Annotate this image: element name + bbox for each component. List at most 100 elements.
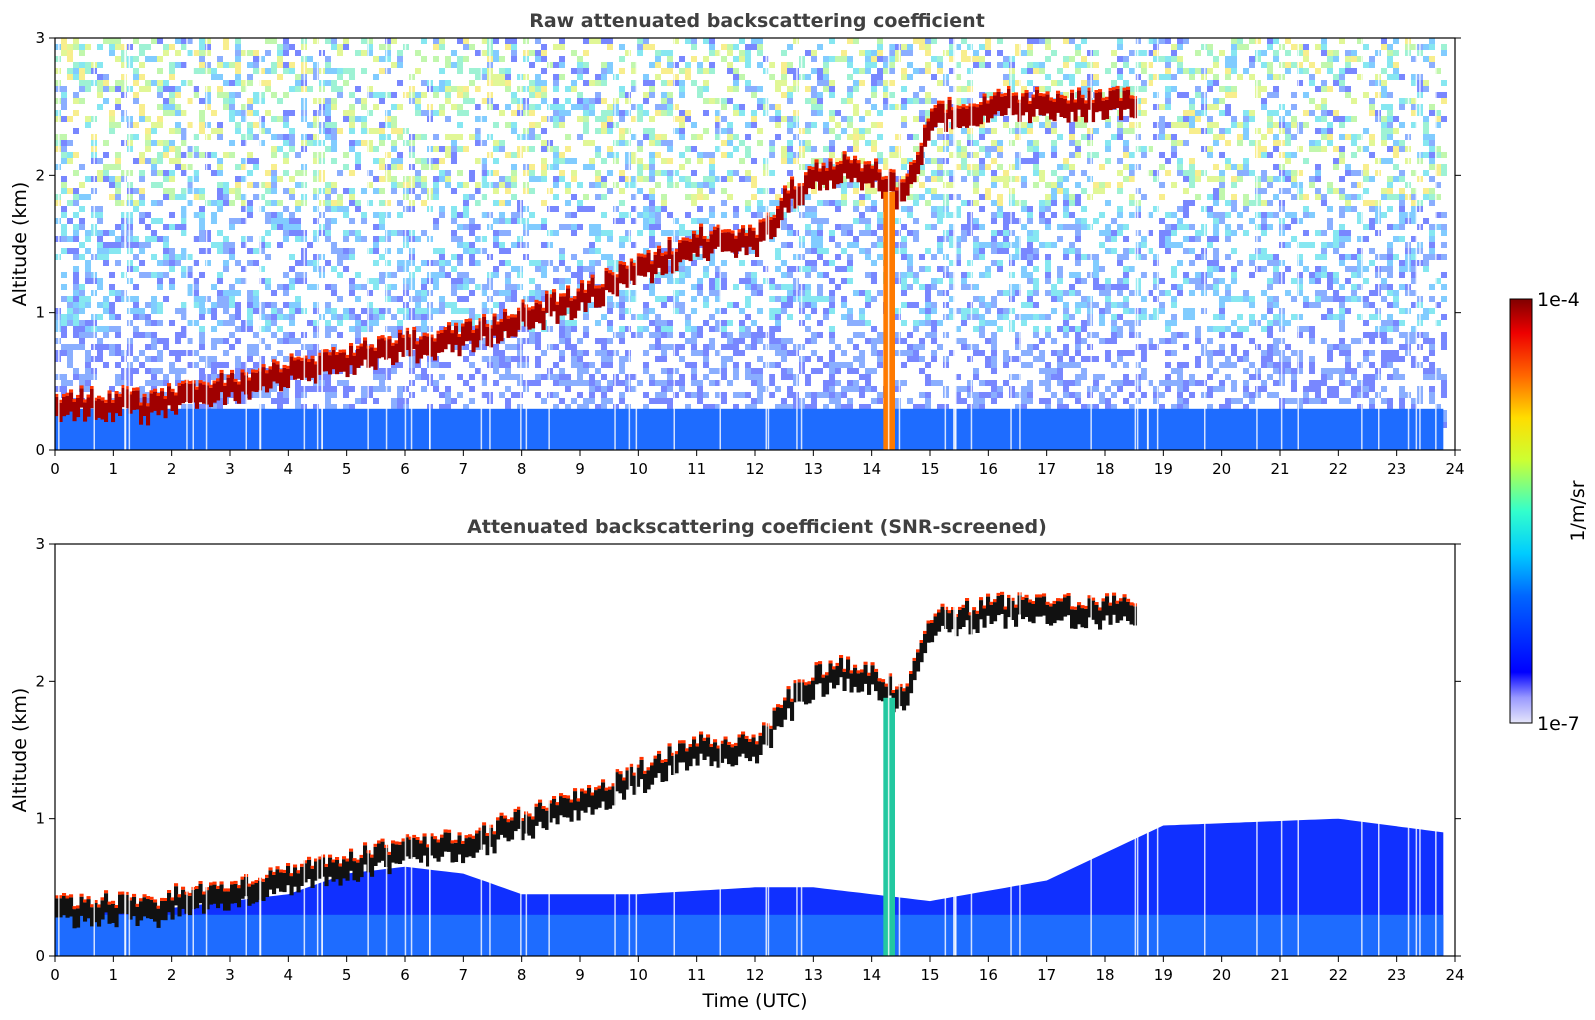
noise-cell: [505, 80, 511, 86]
noise-cell: [643, 92, 649, 98]
noise-cell: [793, 68, 799, 74]
noise-cell: [499, 68, 505, 74]
noise-cell: [481, 182, 487, 188]
noise-cell: [1015, 356, 1021, 362]
noise-cell: [871, 386, 877, 392]
noise-cell: [61, 188, 67, 194]
noise-cell: [187, 80, 193, 86]
noise-cell: [361, 398, 367, 404]
noise-cell: [925, 44, 931, 50]
noise-cell: [157, 56, 163, 62]
noise-cell: [457, 254, 463, 260]
noise-cell: [259, 338, 265, 344]
noise-cell: [601, 362, 607, 368]
noise-cell: [121, 74, 127, 80]
noise-cell: [163, 176, 169, 182]
noise-cell: [973, 248, 979, 254]
noise-cell: [241, 50, 247, 56]
noise-cell: [709, 206, 715, 212]
noise-cell: [277, 146, 283, 152]
noise-cell: [133, 266, 139, 272]
noise-cell: [931, 158, 937, 164]
noise-cell: [373, 212, 379, 218]
noise-cell: [733, 212, 739, 218]
noise-cell: [157, 104, 163, 110]
noise-cell: [811, 218, 817, 224]
noise-cell: [931, 56, 937, 62]
noise-cell: [385, 50, 391, 56]
noise-cell: [655, 110, 661, 116]
noise-cell: [193, 296, 199, 302]
noise-cell: [817, 68, 823, 74]
noise-cell: [151, 332, 157, 338]
noise-cell: [739, 50, 745, 56]
noise-cell: [589, 80, 595, 86]
noise-cell: [547, 62, 553, 68]
noise-cell: [859, 314, 865, 320]
noise-cell: [295, 182, 301, 188]
noise-cell: [175, 128, 181, 134]
noise-cell: [1027, 350, 1033, 356]
noise-cell: [511, 356, 517, 362]
noise-cell: [979, 128, 985, 134]
noise-cell: [253, 98, 259, 104]
noise-cell: [991, 248, 997, 254]
noise-cell: [199, 404, 205, 410]
noise-cell: [991, 146, 997, 152]
noise-cell: [985, 188, 991, 194]
noise-cell: [109, 128, 115, 134]
noise-cell: [787, 140, 793, 146]
noise-cell: [547, 104, 553, 110]
noise-cell: [187, 176, 193, 182]
noise-cell: [865, 188, 871, 194]
noise-cell: [541, 266, 547, 272]
noise-cell: [133, 206, 139, 212]
noise-cell: [871, 338, 877, 344]
noise-cell: [163, 242, 169, 248]
noise-cell: [913, 278, 919, 284]
noise-cell: [361, 128, 367, 134]
noise-cell: [895, 338, 901, 344]
noise-cell: [469, 98, 475, 104]
noise-cell: [1021, 386, 1027, 392]
noise-cell: [325, 404, 331, 410]
noise-cell: [1033, 284, 1039, 290]
noise-cell: [355, 314, 361, 320]
noise-cell: [805, 206, 811, 212]
noise-cell: [391, 92, 397, 98]
noise-cell: [913, 194, 919, 200]
noise-cell: [271, 386, 277, 392]
noise-cell: [367, 140, 373, 146]
noise-cell: [691, 374, 697, 380]
noise-cell: [907, 44, 913, 50]
noise-cell: [673, 62, 679, 68]
noise-cell: [961, 146, 967, 152]
noise-cell: [1033, 164, 1039, 170]
noise-cell: [559, 350, 565, 356]
noise-cell: [397, 398, 403, 404]
noise-cell: [379, 374, 385, 380]
noise-cell: [271, 152, 277, 158]
noise-cell: [235, 278, 241, 284]
noise-cell: [493, 38, 499, 44]
noise-cell: [769, 116, 775, 122]
noise-cell: [175, 104, 181, 110]
noise-cell: [145, 242, 151, 248]
noise-cell: [535, 344, 541, 350]
noise-cell: [331, 86, 337, 92]
noise-cell: [643, 164, 649, 170]
noise-cell: [937, 134, 943, 140]
noise-cell: [241, 218, 247, 224]
noise-cell: [1033, 254, 1039, 260]
noise-cell: [469, 254, 475, 260]
noise-cell: [733, 146, 739, 152]
noise-cell: [283, 392, 289, 398]
noise-cell: [673, 74, 679, 80]
noise-cell: [265, 80, 271, 86]
noise-cell: [547, 230, 553, 236]
noise-cell: [925, 62, 931, 68]
noise-cell: [745, 170, 751, 176]
noise-cell: [889, 104, 895, 110]
noise-cell: [823, 68, 829, 74]
noise-cell: [841, 116, 847, 122]
